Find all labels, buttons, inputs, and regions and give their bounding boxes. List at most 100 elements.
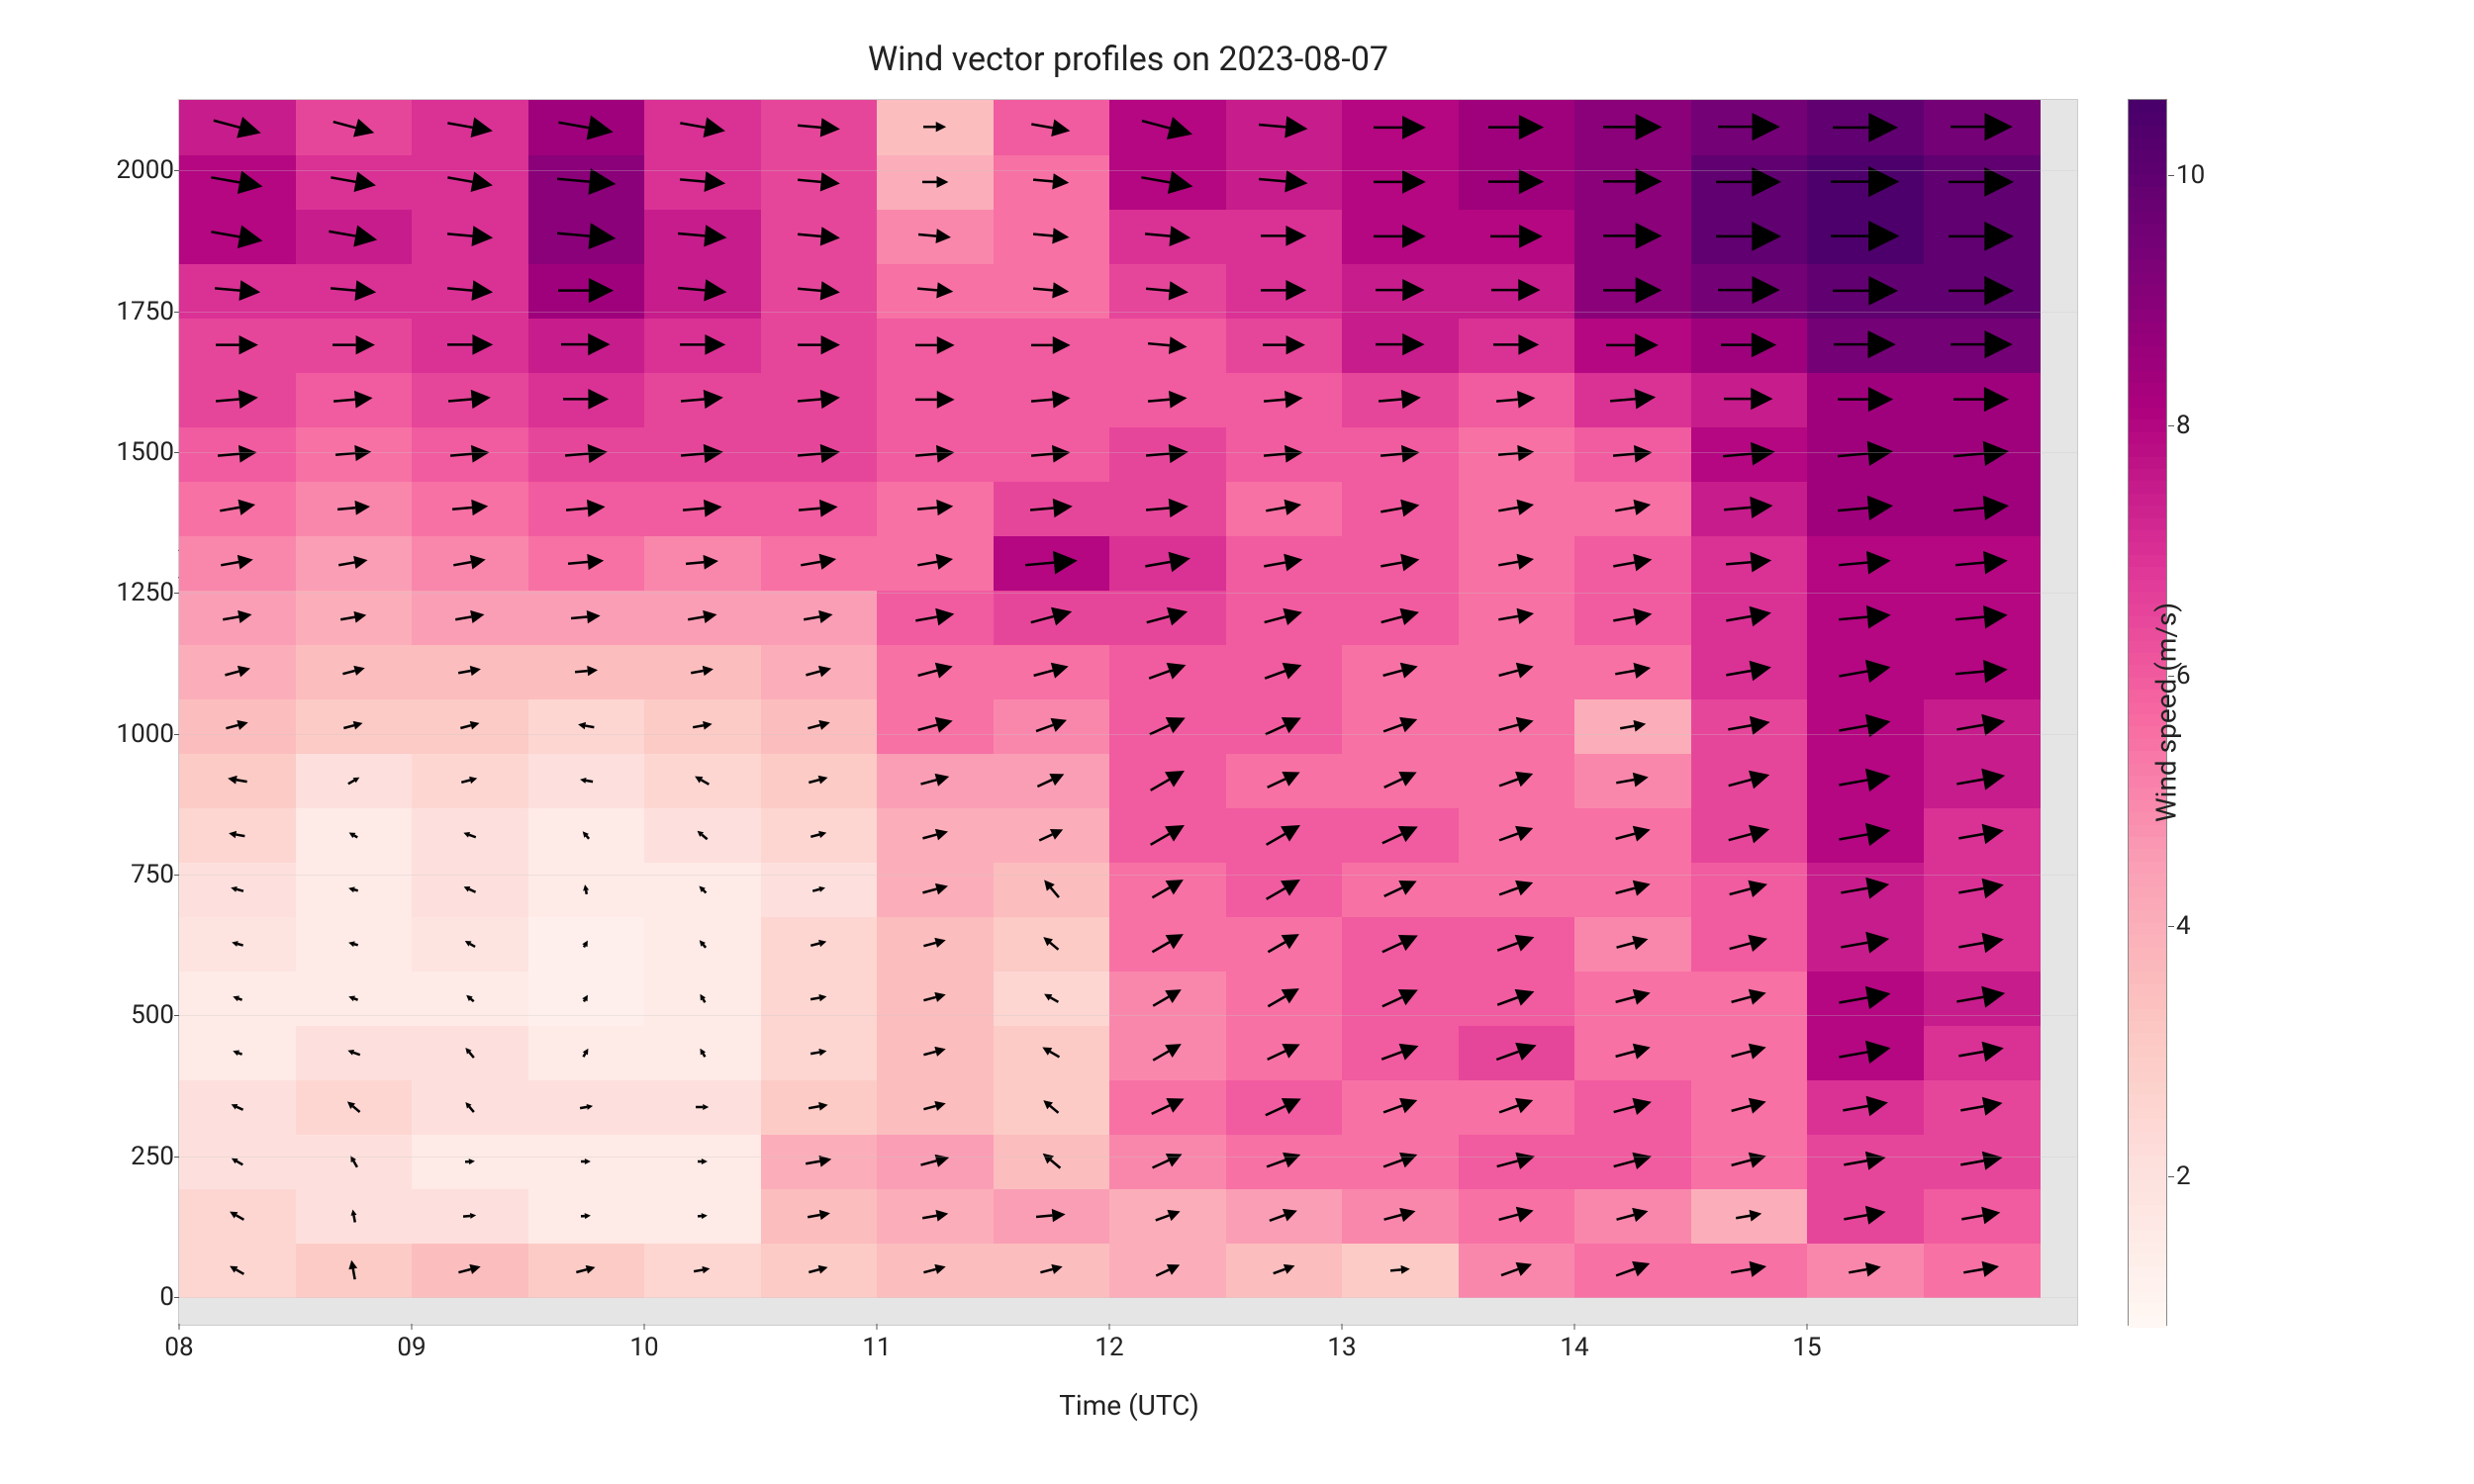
heatmap-cell: [1574, 698, 1691, 754]
colorbar-segment: [2129, 173, 2166, 186]
x-axis-label: Time (UTC): [1059, 1389, 1199, 1422]
heatmap-cell: [1459, 916, 1575, 972]
heatmap-cell: [1226, 1243, 1343, 1298]
colorbar-segment: [2129, 995, 2166, 1008]
heatmap-cell: [761, 1243, 878, 1298]
heatmap-cell: [1691, 535, 1808, 591]
heatmap-cell: [1574, 318, 1691, 373]
heatmap-cell: [179, 590, 296, 645]
heatmap-cell: [877, 971, 994, 1026]
heatmap-cell: [1226, 100, 1343, 155]
heatmap-cell: [994, 916, 1110, 972]
heatmap-cell: [1691, 590, 1808, 645]
heatmap-cell: [1807, 862, 1924, 917]
heatmap-cell: [1459, 698, 1575, 754]
colorbar-segment: [2129, 909, 2166, 922]
heatmap-cell: [1807, 698, 1924, 754]
heatmap-cell: [1807, 1243, 1924, 1298]
heatmap-cell: [761, 154, 878, 210]
colorbar-segment: [2129, 1277, 2166, 1290]
heatmap-cell: [1691, 1134, 1808, 1189]
heatmap-cell: [1109, 263, 1226, 319]
heatmap-cell: [528, 971, 645, 1026]
heatmap-cell: [761, 753, 878, 808]
heatmap-cell: [1342, 1079, 1459, 1135]
heatmap-cell: [1459, 209, 1575, 264]
colorbar-segment: [2129, 983, 2166, 996]
heatmap-cell: [1691, 209, 1808, 264]
heatmap-cell: [877, 1025, 994, 1080]
heatmap-cell: [1226, 209, 1343, 264]
heatmap-cell: [1226, 807, 1343, 863]
heatmap-cell: [644, 535, 761, 591]
heatmap-cell: [179, 426, 296, 482]
heatmap-cell: [179, 916, 296, 972]
heatmap-cell: [1924, 590, 2041, 645]
colorbar-segment: [2129, 284, 2166, 297]
colorbar-segment: [2129, 1241, 2166, 1253]
heatmap-cell: [1342, 698, 1459, 754]
x-tick-label: 11: [862, 1333, 891, 1362]
y-tick-label: 750: [95, 860, 174, 889]
heatmap-cell: [994, 862, 1110, 917]
heatmap-cell: [1459, 1025, 1575, 1080]
heatmap-cell: [1342, 209, 1459, 264]
heatmap-cell: [994, 372, 1110, 427]
heatmap-cell: [1807, 807, 1924, 863]
grid-line: [179, 312, 2077, 313]
heatmap-cell: [412, 698, 528, 754]
heatmap-cell: [1342, 971, 1459, 1026]
heatmap-cell: [1691, 971, 1808, 1026]
heatmap-cell: [1807, 1079, 1924, 1135]
heatmap-cell: [644, 916, 761, 972]
colorbar-segment: [2129, 137, 2166, 149]
heatmap-cell: [644, 100, 761, 155]
heatmap-cell: [1924, 1243, 2041, 1298]
heatmap-cell: [1574, 644, 1691, 699]
heatmap-cell: [1924, 644, 2041, 699]
heatmap-cell: [179, 100, 296, 155]
heatmap-cell: [1459, 971, 1575, 1026]
heatmap-cell: [877, 154, 994, 210]
grid-line: [179, 170, 2077, 171]
colorbar-segment: [2129, 345, 2166, 358]
heatmap-cell: [179, 862, 296, 917]
heatmap-cell: [994, 590, 1110, 645]
grid-line: [179, 734, 2077, 735]
colorbar-segment: [2129, 947, 2166, 960]
heatmap-cell: [761, 807, 878, 863]
colorbar-segment: [2129, 296, 2166, 309]
heatmap-cell: [644, 807, 761, 863]
heatmap-cell: [761, 535, 878, 591]
colorbar-tick-label: 4: [2176, 911, 2191, 941]
heatmap-cell: [877, 426, 994, 482]
heatmap-cell: [412, 753, 528, 808]
heatmap-cell: [1342, 590, 1459, 645]
heatmap-cell: [412, 644, 528, 699]
heatmap-cell: [1459, 644, 1575, 699]
heatmap-cell: [412, 862, 528, 917]
heatmap-grid: [179, 100, 2077, 1325]
colorbar-segment: [2129, 1302, 2166, 1315]
heatmap-cell: [994, 263, 1110, 319]
heatmap-cell: [761, 590, 878, 645]
heatmap-cell: [412, 209, 528, 264]
heatmap-cell: [1574, 1243, 1691, 1298]
colorbar-segment: [2129, 554, 2166, 567]
heatmap-cell: [1807, 100, 1924, 155]
grid-line: [179, 1157, 2077, 1158]
heatmap-cell: [877, 535, 994, 591]
heatmap-cell: [1807, 590, 1924, 645]
heatmap-cell: [296, 916, 413, 972]
colorbar-segment: [2129, 1045, 2166, 1058]
heatmap-cell: [994, 1079, 1110, 1135]
heatmap-cell: [412, 481, 528, 536]
heatmap-cell: [179, 644, 296, 699]
y-tick-label: 500: [95, 1000, 174, 1030]
x-tick-label: 10: [629, 1333, 658, 1362]
heatmap-cell: [1691, 100, 1808, 155]
colorbar-segment: [2129, 1032, 2166, 1045]
heatmap-cell: [1459, 100, 1575, 155]
heatmap-cell: [1459, 1243, 1575, 1298]
colorbar-segment: [2129, 468, 2166, 481]
